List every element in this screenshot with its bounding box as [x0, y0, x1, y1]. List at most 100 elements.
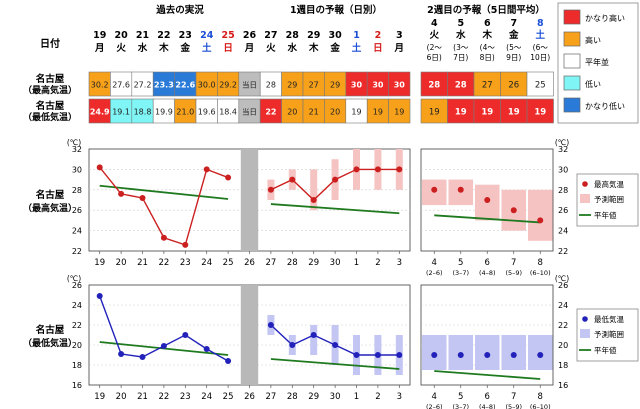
table-cell-value: 23.3	[154, 81, 174, 90]
day-weekday: 火	[116, 43, 126, 54]
weekly-cell	[447, 71, 475, 97]
weekly-cell	[500, 71, 528, 97]
y-tick-label-left: 32	[72, 145, 82, 154]
weekly-x-range-label: (2–6)	[426, 269, 443, 277]
weekly-x-range-label: (6–10)	[530, 269, 551, 277]
y-tick-label-right: 16	[558, 381, 568, 390]
forecast-point	[267, 186, 274, 193]
table-cell-value: 19.1	[112, 108, 130, 117]
table-cell-value: 20	[287, 108, 297, 117]
x-tick-label: 3	[397, 258, 402, 268]
period-range-end: 9日)	[506, 53, 521, 62]
observed-point	[118, 351, 125, 357]
x-tick-label: 21	[137, 392, 148, 402]
panel-legend-range-label: 予測範囲	[594, 329, 624, 339]
x-tick-label: 24	[201, 392, 212, 402]
weekly-x-tick-label: 5	[458, 392, 463, 402]
weekly-forecast-point	[537, 352, 544, 358]
normal-line-week2	[434, 214, 541, 224]
section-title-past: 過去の実況	[155, 4, 204, 16]
weekly-cell	[473, 98, 501, 124]
forecast-point	[374, 352, 381, 358]
period-weekday: 水	[456, 29, 466, 41]
today-band	[240, 149, 259, 251]
weekly-cell-value: 19	[429, 108, 440, 118]
observed-point	[203, 346, 210, 352]
x-tick-label: 29	[308, 392, 319, 402]
table-cell-value: 22.6	[175, 81, 195, 90]
weekly-x-range-label: (3–7)	[452, 269, 469, 277]
weekly-x-tick-label: 7	[511, 392, 516, 402]
y-tick-label-left: 24	[72, 227, 82, 236]
panel-legend-point-label: 最低気温	[594, 314, 624, 324]
weekly-forecast-point	[510, 352, 517, 358]
legend-swatch	[563, 9, 581, 25]
day-weekday: 木	[308, 42, 319, 54]
x-tick-label: 20	[116, 392, 127, 402]
day-number: 27	[264, 30, 277, 41]
day-weekday: 日	[373, 43, 383, 54]
y-tick-label-right: 28	[558, 186, 568, 195]
x-tick-label: 24	[201, 258, 212, 268]
period-day: 7	[510, 18, 517, 29]
x-tick-label: 28	[287, 258, 298, 268]
observed-point	[118, 190, 125, 197]
y-tick-label-left: 26	[72, 206, 82, 215]
chart-label-element: （最低気温）	[23, 337, 77, 349]
y-tick-label-right: 30	[558, 165, 568, 174]
day-weekday: 月	[244, 43, 255, 54]
table-cell-value: 30.0	[198, 81, 216, 90]
forecast-point	[396, 352, 403, 358]
forecast-point	[353, 352, 360, 358]
observed-point	[225, 174, 232, 181]
observed-point	[139, 354, 146, 360]
period-range-end: 10日)	[530, 53, 550, 62]
y-tick-label-right: 32	[558, 145, 568, 154]
x-tick-label: 2	[375, 392, 380, 402]
observed-point	[96, 293, 103, 299]
unit-label-right: (℃)	[555, 138, 569, 147]
weekly-x-tick-label: 8	[538, 392, 543, 402]
weekly-cell	[473, 71, 501, 97]
y-tick-label-left: 28	[72, 186, 82, 195]
day-number: 19	[93, 30, 106, 41]
panel-legend-point-marker	[582, 316, 588, 322]
period-range-end: 7日)	[453, 53, 468, 62]
legend-label: 低い	[585, 79, 601, 89]
day-weekday: 日	[223, 43, 233, 54]
period-day: 6	[484, 18, 491, 29]
forecast-point	[332, 176, 339, 183]
legend-swatch	[563, 75, 581, 91]
date-label: 日付	[40, 37, 60, 50]
weekly-forecast-point	[457, 352, 464, 358]
panel-legend-range-swatch	[580, 329, 590, 338]
x-tick-label: 22	[158, 258, 169, 268]
day-number: 26	[243, 30, 257, 41]
weekly-x-tick-label: 7	[511, 258, 516, 268]
unit-label-right: (℃)	[555, 274, 569, 283]
panel-legend-normal-label: 平年値	[594, 345, 617, 355]
x-tick-label: 23	[180, 392, 191, 402]
weekly-forecast-point	[484, 352, 491, 358]
day-weekday: 土	[202, 42, 212, 54]
table-cell-value: 30	[394, 81, 406, 90]
period-weekday: 土	[535, 29, 545, 41]
section-title-week1: 1週目の予報（日別）	[290, 4, 382, 16]
period-range-start: (5〜	[506, 43, 522, 52]
weekly-x-tick-label: 4	[432, 392, 437, 402]
observed-point	[160, 343, 167, 349]
weekly-cell-value: 19	[481, 108, 493, 118]
legend-swatch	[563, 97, 581, 113]
day-number: 28	[286, 30, 300, 41]
chart-label-city: 名古屋	[36, 189, 65, 201]
section-title-week2: 2週目の予報（5日間平均）	[427, 4, 545, 16]
normal-line-week1	[270, 358, 400, 370]
weekly-x-tick-label: 6	[485, 392, 490, 402]
weekly-forecast-point	[510, 207, 517, 214]
table-cell-value: 27.6	[112, 81, 130, 90]
day-number: 21	[136, 30, 149, 41]
forecast-point	[289, 176, 296, 183]
y-tick-label-right: 22	[558, 321, 568, 330]
